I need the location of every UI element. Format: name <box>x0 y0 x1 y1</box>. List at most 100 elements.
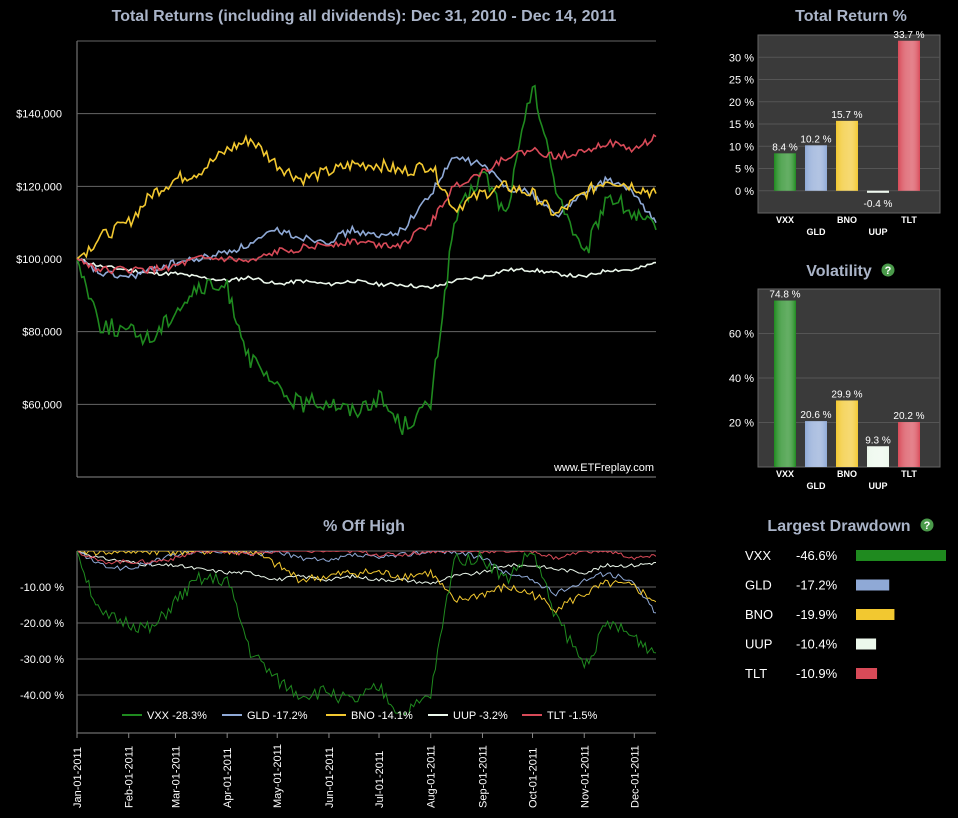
x-tick-label: Jul-01-2011 <box>374 751 386 808</box>
drawdown-value: -10.9% <box>796 666 838 681</box>
drawdown-bar <box>856 638 877 650</box>
drawdown-bar <box>856 609 895 620</box>
bar-category-label: GLD <box>807 481 826 491</box>
bar-label-bno: 15.7 % <box>831 110 862 121</box>
total-return-chart: 30 % 25 % 20 % 15 % 10 % 5 % 0 % 8.4 %10.2 % 15.… <box>729 30 941 237</box>
drawdown-help-icon[interactable]: ? <box>920 518 934 533</box>
bar-y-tick-label: 15 % <box>729 119 754 131</box>
x-tick-label: Oct-01-2011 <box>528 748 540 808</box>
bar-y-tick-label: 5 % <box>735 164 754 176</box>
legend-item-uup[interactable]: UUP -3.2% <box>428 710 508 722</box>
bar-y-tick-label: 10 % <box>729 141 754 153</box>
bar-category-label: VXX <box>776 215 794 225</box>
drawdown-ticker: VXX <box>745 548 771 563</box>
bar-label-gld: 10.2 % <box>800 134 831 145</box>
drawdown-ticker: TLT <box>745 666 767 681</box>
drawdown-bar <box>856 668 878 679</box>
bar-label-uup: -0.4 % <box>864 199 893 210</box>
main-chart-title: Total Returns (including all dividends):… <box>112 8 617 25</box>
bar-category-label: UUP <box>868 227 887 237</box>
bar-label-tlt: 33.7 % <box>893 30 924 41</box>
svg-text:?: ? <box>885 265 892 277</box>
offhigh-line-vxx <box>77 551 656 715</box>
drawdown-value: -10.4% <box>796 637 838 652</box>
drawdown-value: -17.2% <box>796 578 838 593</box>
drawdown-ticker: BNO <box>745 607 773 622</box>
x-tick-label: May-01-2011 <box>272 744 284 808</box>
svg-text:TLT -1.5%: TLT -1.5% <box>547 710 598 722</box>
main-line-uup <box>76 258 657 290</box>
offhigh-y-tick-label: -10.00 % <box>20 582 64 594</box>
bar-category-label: BNO <box>837 469 857 479</box>
drawdown-bar <box>856 579 890 591</box>
svg-text:UUP -3.2%: UUP -3.2% <box>453 710 508 722</box>
x-tick-label: Dec-01-2011 <box>629 745 641 808</box>
main-line-vxx <box>76 84 657 435</box>
legend-item-vxx[interactable]: VXX -28.3% <box>122 710 207 722</box>
bar-y-tick-label: 30 % <box>729 52 754 64</box>
offhigh-chart-series <box>77 551 656 715</box>
drawdown-row-uup: UUP -10.4% <box>745 637 877 652</box>
offhigh-chart-title: % Off High <box>323 518 405 535</box>
svg-text:BNO -14.1%: BNO -14.1% <box>351 710 413 722</box>
bar-label-gld: 20.6 % <box>800 410 831 421</box>
drawdown-list: VXX -46.6% GLD -17.2% BNO -19.9% UUP -10.4% TLT -… <box>745 548 946 681</box>
main-line-tlt <box>76 133 657 275</box>
main-y-tick-label: $120,000 <box>16 181 62 193</box>
main-chart-series <box>76 84 657 435</box>
x-tick-label: Feb-01-2011 <box>124 746 136 808</box>
offhigh-y-tick-label: -30.00 % <box>20 654 64 666</box>
offhigh-y-tick-label: -40.00 % <box>20 690 64 702</box>
drawdown-row-vxx: VXX -46.6% <box>745 548 946 563</box>
drawdown-value: -19.9% <box>796 607 838 622</box>
drawdown-row-gld: GLD -17.2% <box>745 578 890 593</box>
legend-item-bno[interactable]: BNO -14.1% <box>326 710 413 722</box>
drawdown-title: Largest Drawdown <box>767 518 910 535</box>
volatility-help-icon[interactable]: ? <box>881 263 895 278</box>
bar-label-uup: 9.3 % <box>865 435 891 446</box>
svg-text:VXX -28.3%: VXX -28.3% <box>147 710 207 722</box>
x-tick-label: Aug-01-2011 <box>426 745 438 808</box>
bar-category-label: GLD <box>807 227 826 237</box>
volatility-chart: 60 % 40 % 20 % 74.8 % 20.6 %29.9 % 9.3 % 20.2 … <box>729 288 941 491</box>
bar-y-tick-label: 20 % <box>729 418 754 430</box>
main-y-tick-label: $80,000 <box>22 327 62 339</box>
x-tick-label: Jan-01-2011 <box>72 747 84 808</box>
bar-y-tick-label: 0 % <box>735 186 754 198</box>
drawdown-bar <box>856 550 946 561</box>
bar-category-label: TLT <box>901 215 917 225</box>
bar-y-tick-label: 20 % <box>729 97 754 109</box>
main-chart-y-axis: $140,000 $120,000 $100,000 $80,000 $60,000 <box>16 109 62 412</box>
x-tick-label: Apr-01-2011 <box>222 748 234 808</box>
bar-category-label: UUP <box>868 481 887 491</box>
bar-category-label: BNO <box>837 215 857 225</box>
drawdown-ticker: GLD <box>745 578 772 593</box>
volatility-title: Volatility <box>806 263 872 280</box>
main-y-tick-label: $140,000 <box>16 109 62 121</box>
bar-category-label: TLT <box>901 469 917 479</box>
x-tick-label: Mar-01-2011 <box>170 746 182 808</box>
offhigh-chart-y-axis: -10.00 % -20.00 % -30.00 % -40.00 % <box>20 582 64 702</box>
total-return-title: Total Return % <box>795 8 907 25</box>
drawdown-value: -46.6% <box>796 548 838 563</box>
bar-y-tick-label: 60 % <box>729 329 754 341</box>
main-line-gld <box>76 156 657 280</box>
main-line-bno <box>76 134 657 260</box>
main-y-tick-label: $100,000 <box>16 254 62 266</box>
offhigh-chart-grid <box>76 550 656 734</box>
legend-item-tlt[interactable]: TLT -1.5% <box>522 710 598 722</box>
bar-label-vxx: 8.4 % <box>772 142 798 153</box>
watermark: www.ETFreplay.com <box>553 462 654 474</box>
main-y-tick-label: $60,000 <box>22 399 62 411</box>
main-chart-grid <box>76 40 656 478</box>
drawdown-row-tlt: TLT -10.9% <box>745 666 878 681</box>
svg-text:?: ? <box>924 520 931 532</box>
offhigh-line-uup <box>77 551 656 585</box>
legend-item-gld[interactable]: GLD -17.2% <box>222 710 308 722</box>
x-tick-label: Jun-01-2011 <box>324 747 336 808</box>
offhigh-line-tlt <box>77 551 656 565</box>
offhigh-legend: VXX -28.3% GLD -17.2% BNO -14.1% UUP -3.2% T… <box>122 710 598 722</box>
bar-category-label: VXX <box>776 469 794 479</box>
drawdown-ticker: UUP <box>745 637 772 652</box>
